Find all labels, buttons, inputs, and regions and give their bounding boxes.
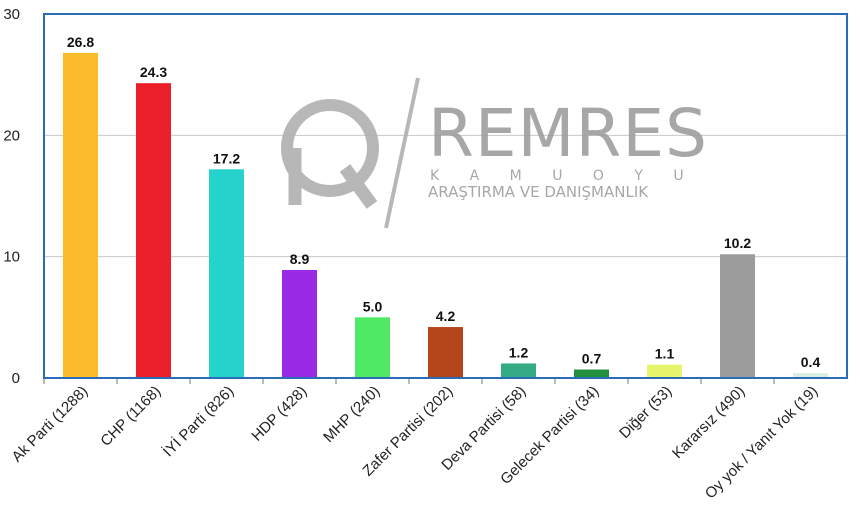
bar xyxy=(209,169,244,378)
bar xyxy=(720,254,755,378)
bar xyxy=(574,369,609,378)
y-tick-label: 30 xyxy=(3,6,20,23)
plot-frame xyxy=(43,13,848,379)
remres-watermark: REMRES K A M U O Y U ARAŞTIRMA VE DANIŞM… xyxy=(281,77,708,229)
y-tick-label: 10 xyxy=(3,249,20,266)
bar xyxy=(63,52,98,379)
x-tick-label: İYİ Parti (826) xyxy=(159,382,237,460)
x-tick-label: Diğer (53) xyxy=(616,383,675,442)
x-tick-label: CHP (1168) xyxy=(97,383,164,450)
x-tick-label: Ak Parti (1288) xyxy=(9,383,92,466)
bar xyxy=(647,364,682,378)
bar xyxy=(355,317,390,378)
bar xyxy=(282,270,317,378)
bar xyxy=(428,327,463,378)
bar xyxy=(501,363,536,378)
y-tick-label: 20 xyxy=(3,127,20,144)
bar xyxy=(136,83,171,378)
watermark-line1: K A M U O Y U xyxy=(430,168,697,184)
x-tick-label: MHP (240) xyxy=(320,383,383,446)
y-tick-label: 0 xyxy=(12,370,20,387)
data-label: 4.2 xyxy=(436,308,456,324)
x-tick-label: Kararsız (490) xyxy=(669,383,748,462)
y-axis: 0 10 20 30 xyxy=(3,6,20,387)
data-label: 1.1 xyxy=(655,346,675,362)
data-label: 5.0 xyxy=(363,298,383,314)
watermark-line2: ARAŞTIRMA VE DANIŞMANLIK xyxy=(428,183,649,201)
data-label: 8.9 xyxy=(290,251,310,267)
x-tick-label: HDP (428) xyxy=(248,383,310,445)
x-axis: Ak Parti (1288) CHP (1168)İYİ Parti (826)… xyxy=(9,378,821,502)
data-label: 24.3 xyxy=(140,64,167,80)
data-label: 1.2 xyxy=(509,344,529,360)
data-label: 17.2 xyxy=(213,150,240,166)
data-label: 0.4 xyxy=(801,354,821,370)
watermark-brand: REMRES xyxy=(428,95,708,172)
grid-lines xyxy=(44,134,847,258)
bars: 26.8 24.3 17.2 8.9 5.0 4.2 1.2 0.7 1.1 10.2 0.4 xyxy=(63,34,828,379)
data-label: 10.2 xyxy=(724,235,751,251)
bar xyxy=(793,373,828,378)
data-label: 0.7 xyxy=(582,351,602,367)
remres-logo-icon xyxy=(281,77,420,229)
data-label: 26.8 xyxy=(67,34,94,50)
